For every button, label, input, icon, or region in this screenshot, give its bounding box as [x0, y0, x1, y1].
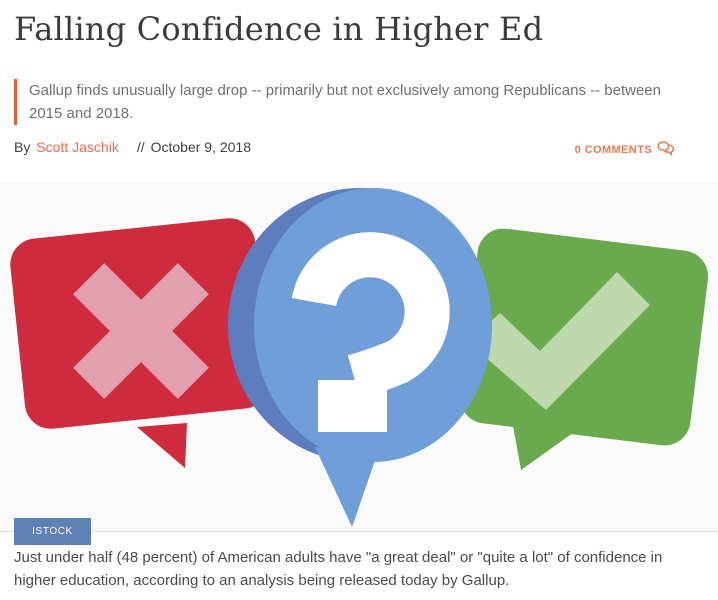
image-caption: Just under half (48 percent) of American… [14, 549, 663, 589]
byline-date: October 9, 2018 [150, 139, 252, 155]
author-link[interactable]: Scott Jaschik [36, 139, 119, 155]
image-credit-badge: ISTOCK [14, 518, 91, 545]
article-deck: Gallup finds unusually large drop -- pri… [14, 79, 690, 125]
speech-bubbles-illustration [10, 188, 709, 527]
article-hero-image [0, 181, 718, 532]
green-bubble-tail [512, 420, 577, 470]
byline-date-separator: // [136, 139, 145, 155]
question-mark [291, 232, 450, 399]
check-mark [468, 272, 650, 410]
comments-count-label: 0 COMMENTS [574, 144, 652, 156]
red-bubble-tail [137, 423, 187, 468]
question-mark-dot [318, 380, 387, 432]
byline: By Scott Jaschik // October 9, 2018 [14, 139, 251, 155]
comments-bubble-icon [657, 141, 675, 159]
comments-link[interactable]: 0 COMMENTS [575, 141, 675, 159]
blue-bubble-tail [315, 447, 378, 527]
page-title: Falling Confidence in Higher Ed [14, 10, 544, 48]
byline-prefix: By [14, 139, 31, 155]
